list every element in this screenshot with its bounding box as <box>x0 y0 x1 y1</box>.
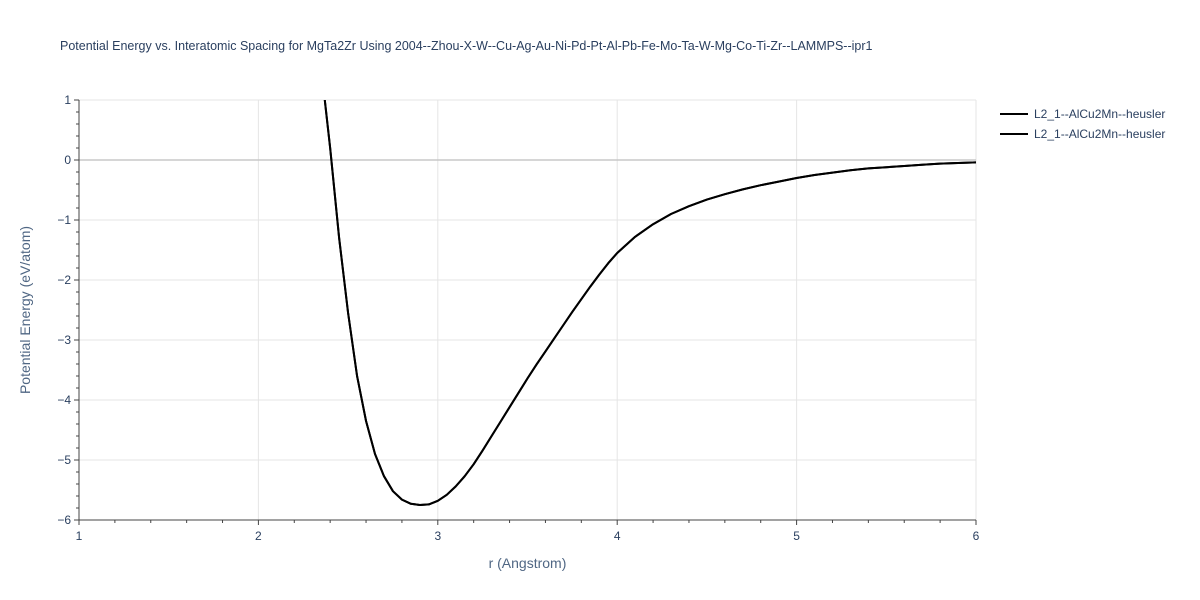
chart-title: Potential Energy vs. Interatomic Spacing… <box>60 39 873 53</box>
y-tick-label: −4 <box>57 393 71 407</box>
legend[interactable]: L2_1--AlCu2Mn--heusler L2_1--AlCu2Mn--heu… <box>1000 107 1165 141</box>
y-axis-title: Potential Energy (eV/atom) <box>17 226 33 394</box>
series-lines <box>323 100 976 506</box>
legend-label: L2_1--AlCu2Mn--heusler <box>1034 127 1165 141</box>
x-tick-label: 1 <box>76 529 83 543</box>
y-tick-label: 0 <box>64 153 71 167</box>
y-tick-label: −3 <box>57 333 71 347</box>
legend-item-2[interactable]: L2_1--AlCu2Mn--heusler <box>1000 127 1165 141</box>
x-tick-label: 5 <box>793 529 800 543</box>
x-tick-label: 2 <box>255 529 262 543</box>
x-tick-label: 6 <box>973 529 980 543</box>
axes <box>74 99 977 525</box>
grid <box>79 99 977 520</box>
legend-item-1[interactable]: L2_1--AlCu2Mn--heusler <box>1000 107 1165 121</box>
y-tick-label: −6 <box>57 513 71 527</box>
tick-labels: 1 2 3 4 5 6 1 0 −1 −2 −3 −4 −5 −6 <box>57 93 979 543</box>
x-tick-label: 3 <box>434 529 441 543</box>
y-tick-label: −5 <box>57 453 71 467</box>
x-tick-label: 4 <box>614 529 621 543</box>
y-tick-label: 1 <box>64 93 71 107</box>
x-axis-title: r (Angstrom) <box>489 555 567 571</box>
y-tick-label: −1 <box>57 213 71 227</box>
legend-label: L2_1--AlCu2Mn--heusler <box>1034 107 1165 121</box>
series-line-2 <box>323 100 976 506</box>
y-tick-label: −2 <box>57 273 71 287</box>
